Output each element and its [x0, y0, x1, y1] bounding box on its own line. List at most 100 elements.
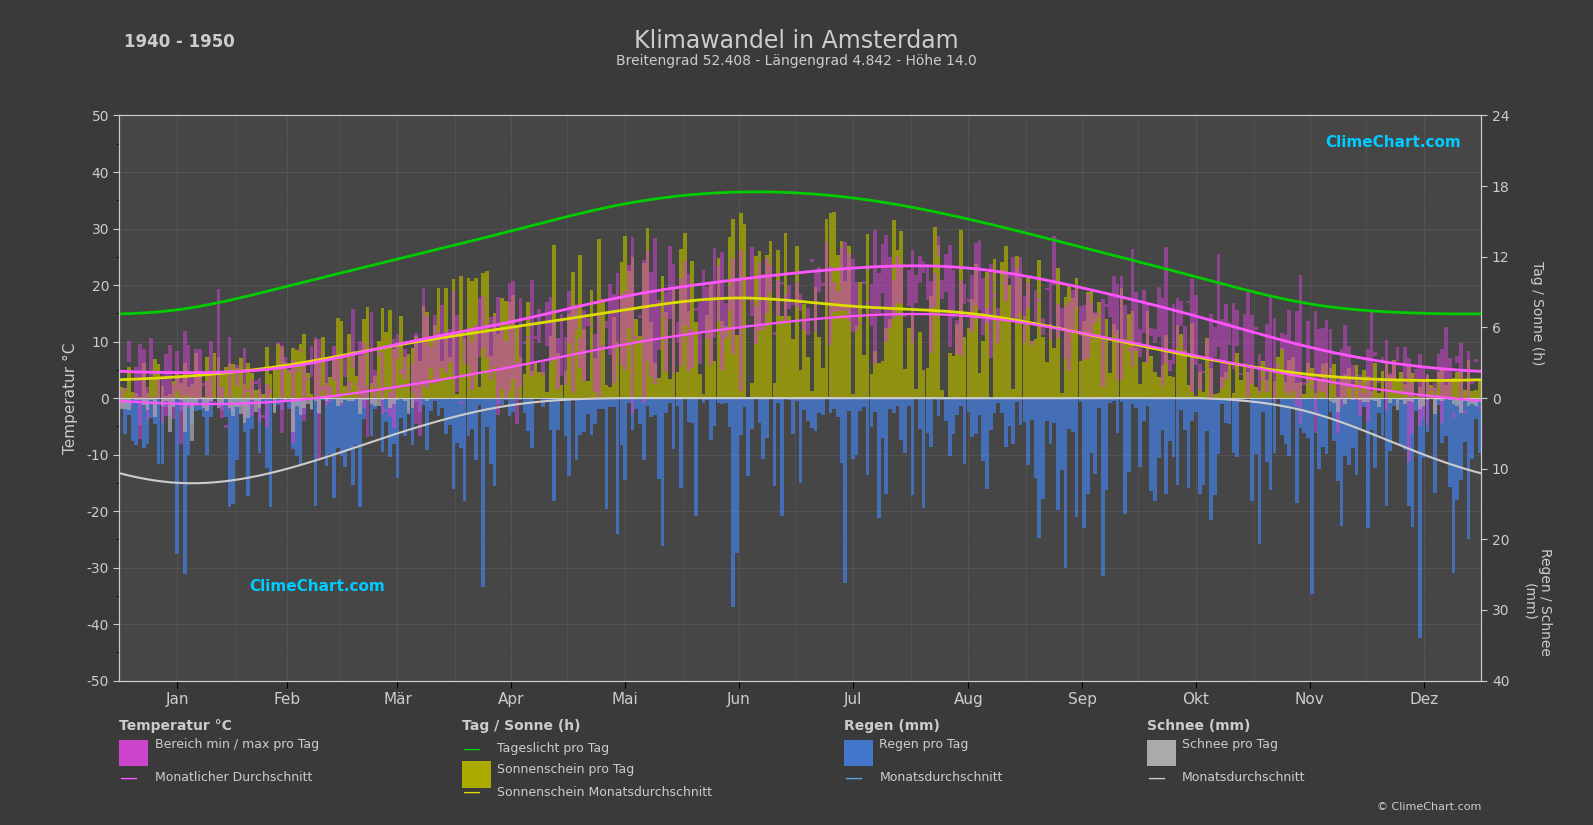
Bar [712, 361, 717, 398]
Bar [1467, 360, 1470, 398]
Bar [814, 398, 817, 431]
Bar [892, 398, 895, 412]
Bar [1008, 398, 1012, 427]
Bar [873, 230, 876, 364]
Bar [1287, 398, 1292, 456]
Bar [127, 398, 131, 415]
Bar [792, 339, 795, 398]
Bar [139, 344, 142, 439]
Bar [1067, 302, 1070, 371]
Bar [403, 356, 406, 398]
Bar [884, 235, 889, 342]
Bar [1384, 361, 1388, 398]
Bar [362, 318, 366, 398]
Bar [631, 398, 634, 431]
Bar [1243, 398, 1246, 399]
Bar [258, 378, 261, 422]
Bar [956, 320, 959, 354]
Bar [486, 271, 489, 398]
Bar [373, 398, 378, 406]
Bar [951, 270, 956, 318]
Bar [225, 367, 228, 398]
Bar [653, 398, 656, 415]
Bar [1407, 358, 1410, 462]
Text: Sonnenschein Monatsdurchschnitt: Sonnenschein Monatsdurchschnitt [497, 785, 712, 799]
Bar [1045, 398, 1048, 421]
Bar [1134, 398, 1137, 408]
Bar [795, 282, 798, 307]
Bar [303, 364, 306, 422]
Bar [459, 398, 462, 448]
Bar [731, 257, 734, 354]
Bar [1332, 352, 1337, 356]
Bar [1298, 398, 1303, 428]
Bar [1451, 413, 1456, 418]
Bar [1251, 365, 1254, 398]
Bar [264, 347, 269, 398]
Bar [1190, 280, 1195, 392]
Bar [929, 296, 933, 398]
Bar [1384, 340, 1388, 410]
Bar [1139, 398, 1142, 467]
Bar [750, 383, 753, 398]
Bar [933, 227, 937, 398]
Bar [131, 403, 134, 405]
Bar [589, 290, 593, 398]
Bar [1365, 376, 1370, 398]
Bar [392, 349, 395, 398]
Bar [690, 262, 695, 398]
Bar [1392, 398, 1395, 406]
Bar [781, 316, 784, 398]
Bar [962, 285, 967, 304]
Bar [231, 398, 236, 417]
Bar [180, 398, 183, 399]
Bar [900, 398, 903, 440]
Bar [911, 314, 914, 398]
Bar [1201, 398, 1206, 485]
Bar [1418, 398, 1421, 639]
Bar [1254, 328, 1257, 330]
Bar [578, 337, 581, 368]
Bar [1384, 398, 1388, 506]
Bar [322, 385, 325, 391]
Bar [1351, 365, 1354, 400]
Bar [191, 398, 194, 423]
Bar [295, 398, 298, 406]
Bar [242, 347, 247, 417]
Bar [1120, 288, 1123, 398]
Text: Tag / Sonne (h): Tag / Sonne (h) [1531, 262, 1544, 365]
Bar [956, 398, 959, 415]
Bar [672, 264, 675, 373]
Bar [1254, 398, 1257, 454]
Bar [1474, 359, 1478, 362]
Bar [567, 291, 570, 343]
Bar [575, 306, 578, 398]
Bar [191, 398, 194, 441]
Bar [1395, 346, 1399, 361]
Bar [1212, 398, 1217, 495]
Bar [272, 398, 276, 413]
Bar [1337, 398, 1340, 481]
Bar [1325, 320, 1329, 398]
Bar [1392, 361, 1395, 381]
Bar [1445, 327, 1448, 399]
Bar [261, 398, 264, 401]
Bar [1329, 368, 1332, 398]
Bar [1239, 373, 1243, 375]
Bar [937, 398, 940, 416]
Bar [292, 360, 295, 443]
Bar [508, 398, 511, 416]
Bar [798, 398, 803, 483]
Bar [492, 316, 497, 367]
Bar [817, 337, 820, 398]
Bar [1153, 398, 1157, 502]
Bar [198, 398, 202, 410]
Bar [825, 398, 828, 399]
Bar [970, 299, 973, 398]
Bar [325, 362, 328, 406]
Bar [1362, 398, 1365, 408]
Bar [384, 332, 389, 398]
Bar [436, 288, 440, 398]
Bar [123, 398, 127, 434]
Text: Regen (mm): Regen (mm) [844, 719, 940, 733]
